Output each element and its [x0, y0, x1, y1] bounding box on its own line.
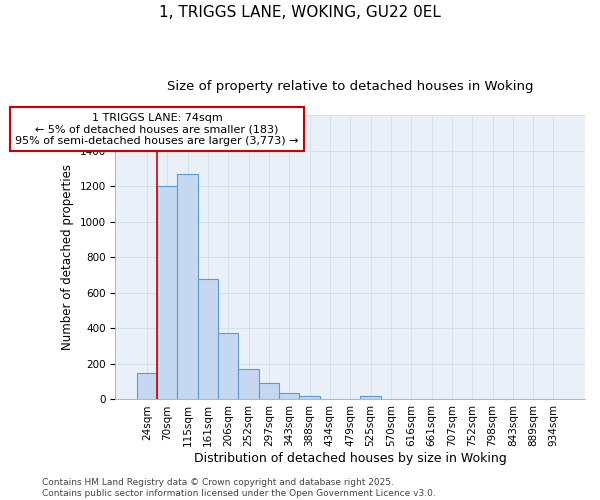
Bar — [198, 278, 218, 400]
Y-axis label: Number of detached properties: Number of detached properties — [61, 164, 74, 350]
Bar — [279, 393, 299, 400]
Bar — [238, 369, 259, 400]
Text: 1, TRIGGS LANE, WOKING, GU22 0EL: 1, TRIGGS LANE, WOKING, GU22 0EL — [159, 5, 441, 20]
Bar — [137, 373, 157, 400]
Bar — [218, 333, 238, 400]
Bar — [178, 174, 198, 400]
Title: Size of property relative to detached houses in Woking: Size of property relative to detached ho… — [167, 80, 533, 93]
X-axis label: Distribution of detached houses by size in Woking: Distribution of detached houses by size … — [194, 452, 506, 465]
Bar — [299, 396, 320, 400]
Bar — [157, 186, 178, 400]
Bar — [259, 382, 279, 400]
Text: Contains HM Land Registry data © Crown copyright and database right 2025.
Contai: Contains HM Land Registry data © Crown c… — [42, 478, 436, 498]
Text: 1 TRIGGS LANE: 74sqm
← 5% of detached houses are smaller (183)
95% of semi-detac: 1 TRIGGS LANE: 74sqm ← 5% of detached ho… — [16, 112, 299, 146]
Bar — [361, 396, 381, 400]
